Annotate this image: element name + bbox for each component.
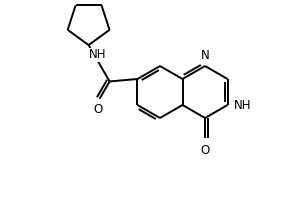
Text: N: N [201,49,209,62]
Text: NH: NH [89,48,106,61]
Text: NH: NH [233,99,251,112]
Text: O: O [200,144,210,157]
Text: O: O [93,103,102,116]
